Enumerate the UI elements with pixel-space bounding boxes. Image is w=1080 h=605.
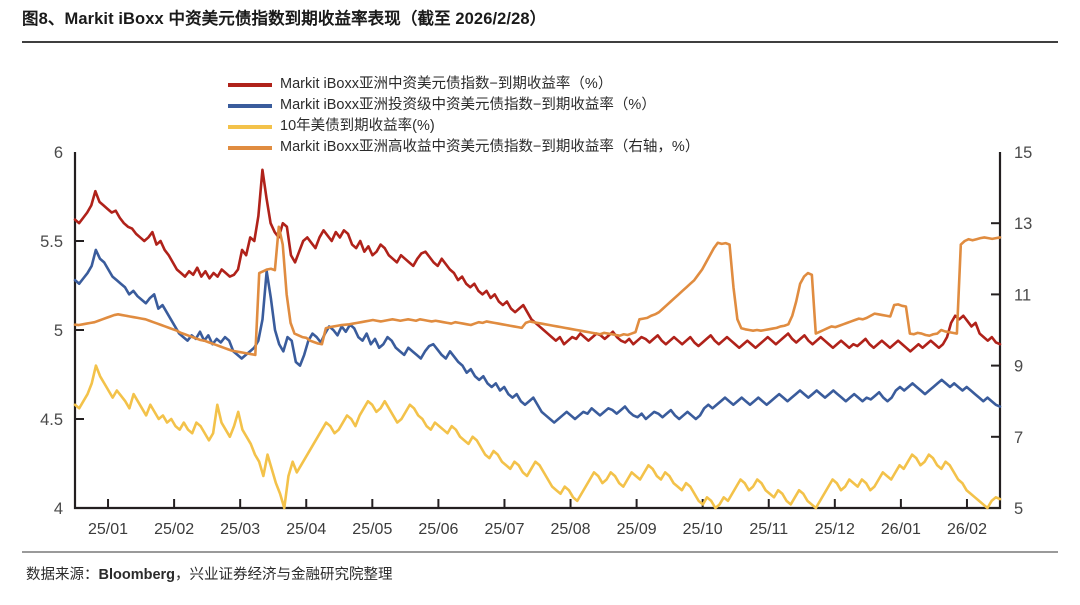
y-axis-tick-label: 6 (54, 144, 63, 162)
y2-axis-tick-label: 15 (1014, 144, 1032, 162)
legend-swatch-line-icon (228, 82, 272, 87)
series-line-2 (73, 364, 1002, 510)
y-axis-tick-label: 4.5 (40, 411, 63, 429)
y2-axis-tick-label: 11 (1014, 286, 1031, 304)
legend-swatch-line-icon (228, 103, 272, 108)
source-prefix: 数据来源： (26, 567, 99, 583)
x-axis-tick-label: 25/11 (749, 521, 788, 538)
legend-swatch-line-icon (228, 124, 272, 129)
legend-item-label: Markit iBoxx亚洲高收益中资美元债指数−到期收益率（右轴，%） (280, 139, 700, 155)
series-line-3 (73, 225, 1002, 357)
page-title: 图8、Markit iBoxx 中资美元债指数到期收益率表现（截至 2026/2… (22, 10, 547, 28)
title-divider (22, 41, 1058, 43)
legend-swatch-line-icon (228, 145, 272, 150)
axis-frame (73, 152, 1002, 510)
x-axis-tick-label: 25/04 (286, 521, 326, 538)
x-axis-tick-label: 26/02 (947, 521, 987, 538)
y2-axis-tick-label: 9 (1014, 358, 1023, 376)
legend-item[interactable]: Markit iBoxx亚洲投资级中资美元债指数−到期收益率（%） (228, 95, 699, 116)
chart-svg: 4 4.5 5 5.5 6 5 7 9 11 13 15 25/01 25/02 25/03 25/04 25… (40, 144, 1032, 538)
source-note: 数据来源：Bloomberg，兴业证券经济与金融研究院整理 (26, 563, 393, 584)
x-axis-tick-label: 25/09 (617, 521, 657, 538)
series-line-1 (73, 248, 1002, 424)
source-name: Bloomberg (98, 567, 176, 583)
x-axis-tick-label: 25/12 (815, 521, 855, 538)
footer-divider (22, 551, 1058, 553)
x-axis-tick-label: 25/02 (154, 521, 194, 538)
legend-item-label: Markit iBoxx亚洲中资美元债指数−到期收益率（%） (280, 76, 613, 92)
y2-axis-tick-label: 13 (1014, 215, 1032, 233)
y-axis-tick-label: 5 (54, 322, 63, 340)
x-axis-tick-label: 25/03 (220, 521, 260, 538)
chart-plot-area: 4 4.5 5 5.5 6 5 7 9 11 13 15 25/01 25/02 25/03 25/04 25… (40, 144, 1032, 538)
x-axis-tick-label: 25/06 (418, 521, 458, 538)
figure-title-block: 图8、Markit iBoxx 中资美元债指数到期收益率表现（截至 2026/2… (22, 8, 1062, 30)
legend-item-label: Markit iBoxx亚洲投资级中资美元债指数−到期收益率（%） (280, 97, 656, 113)
x-axis-tick-label: 25/01 (88, 521, 128, 538)
legend-item[interactable]: 10年美债到期收益率(%) (228, 116, 699, 137)
x-axis-tick-label: 25/08 (551, 521, 591, 538)
series-line-0 (73, 168, 1002, 353)
x-axis-tick-label: 26/01 (881, 521, 921, 538)
chart-legend: Markit iBoxx亚洲中资美元债指数−到期收益率（%） Markit iBo… (228, 74, 699, 158)
legend-item-label: 10年美债到期收益率(%) (280, 118, 435, 134)
legend-item[interactable]: Markit iBoxx亚洲高收益中资美元债指数−到期收益率（右轴，%） (228, 137, 699, 158)
y-axis-tick-label: 5.5 (40, 233, 63, 251)
x-axis-tick-label: 25/05 (352, 521, 392, 538)
legend-item[interactable]: Markit iBoxx亚洲中资美元债指数−到期收益率（%） (228, 74, 699, 95)
x-axis-tick-label: 25/07 (484, 521, 524, 538)
y2-axis-tick-label: 7 (1014, 429, 1023, 447)
y-axis-tick-label: 4 (54, 500, 63, 518)
x-axis-tick-label: 25/10 (683, 521, 723, 538)
source-suffix: ，兴业证券经济与金融研究院整理 (175, 567, 393, 583)
y2-axis-tick-label: 5 (1014, 500, 1023, 518)
